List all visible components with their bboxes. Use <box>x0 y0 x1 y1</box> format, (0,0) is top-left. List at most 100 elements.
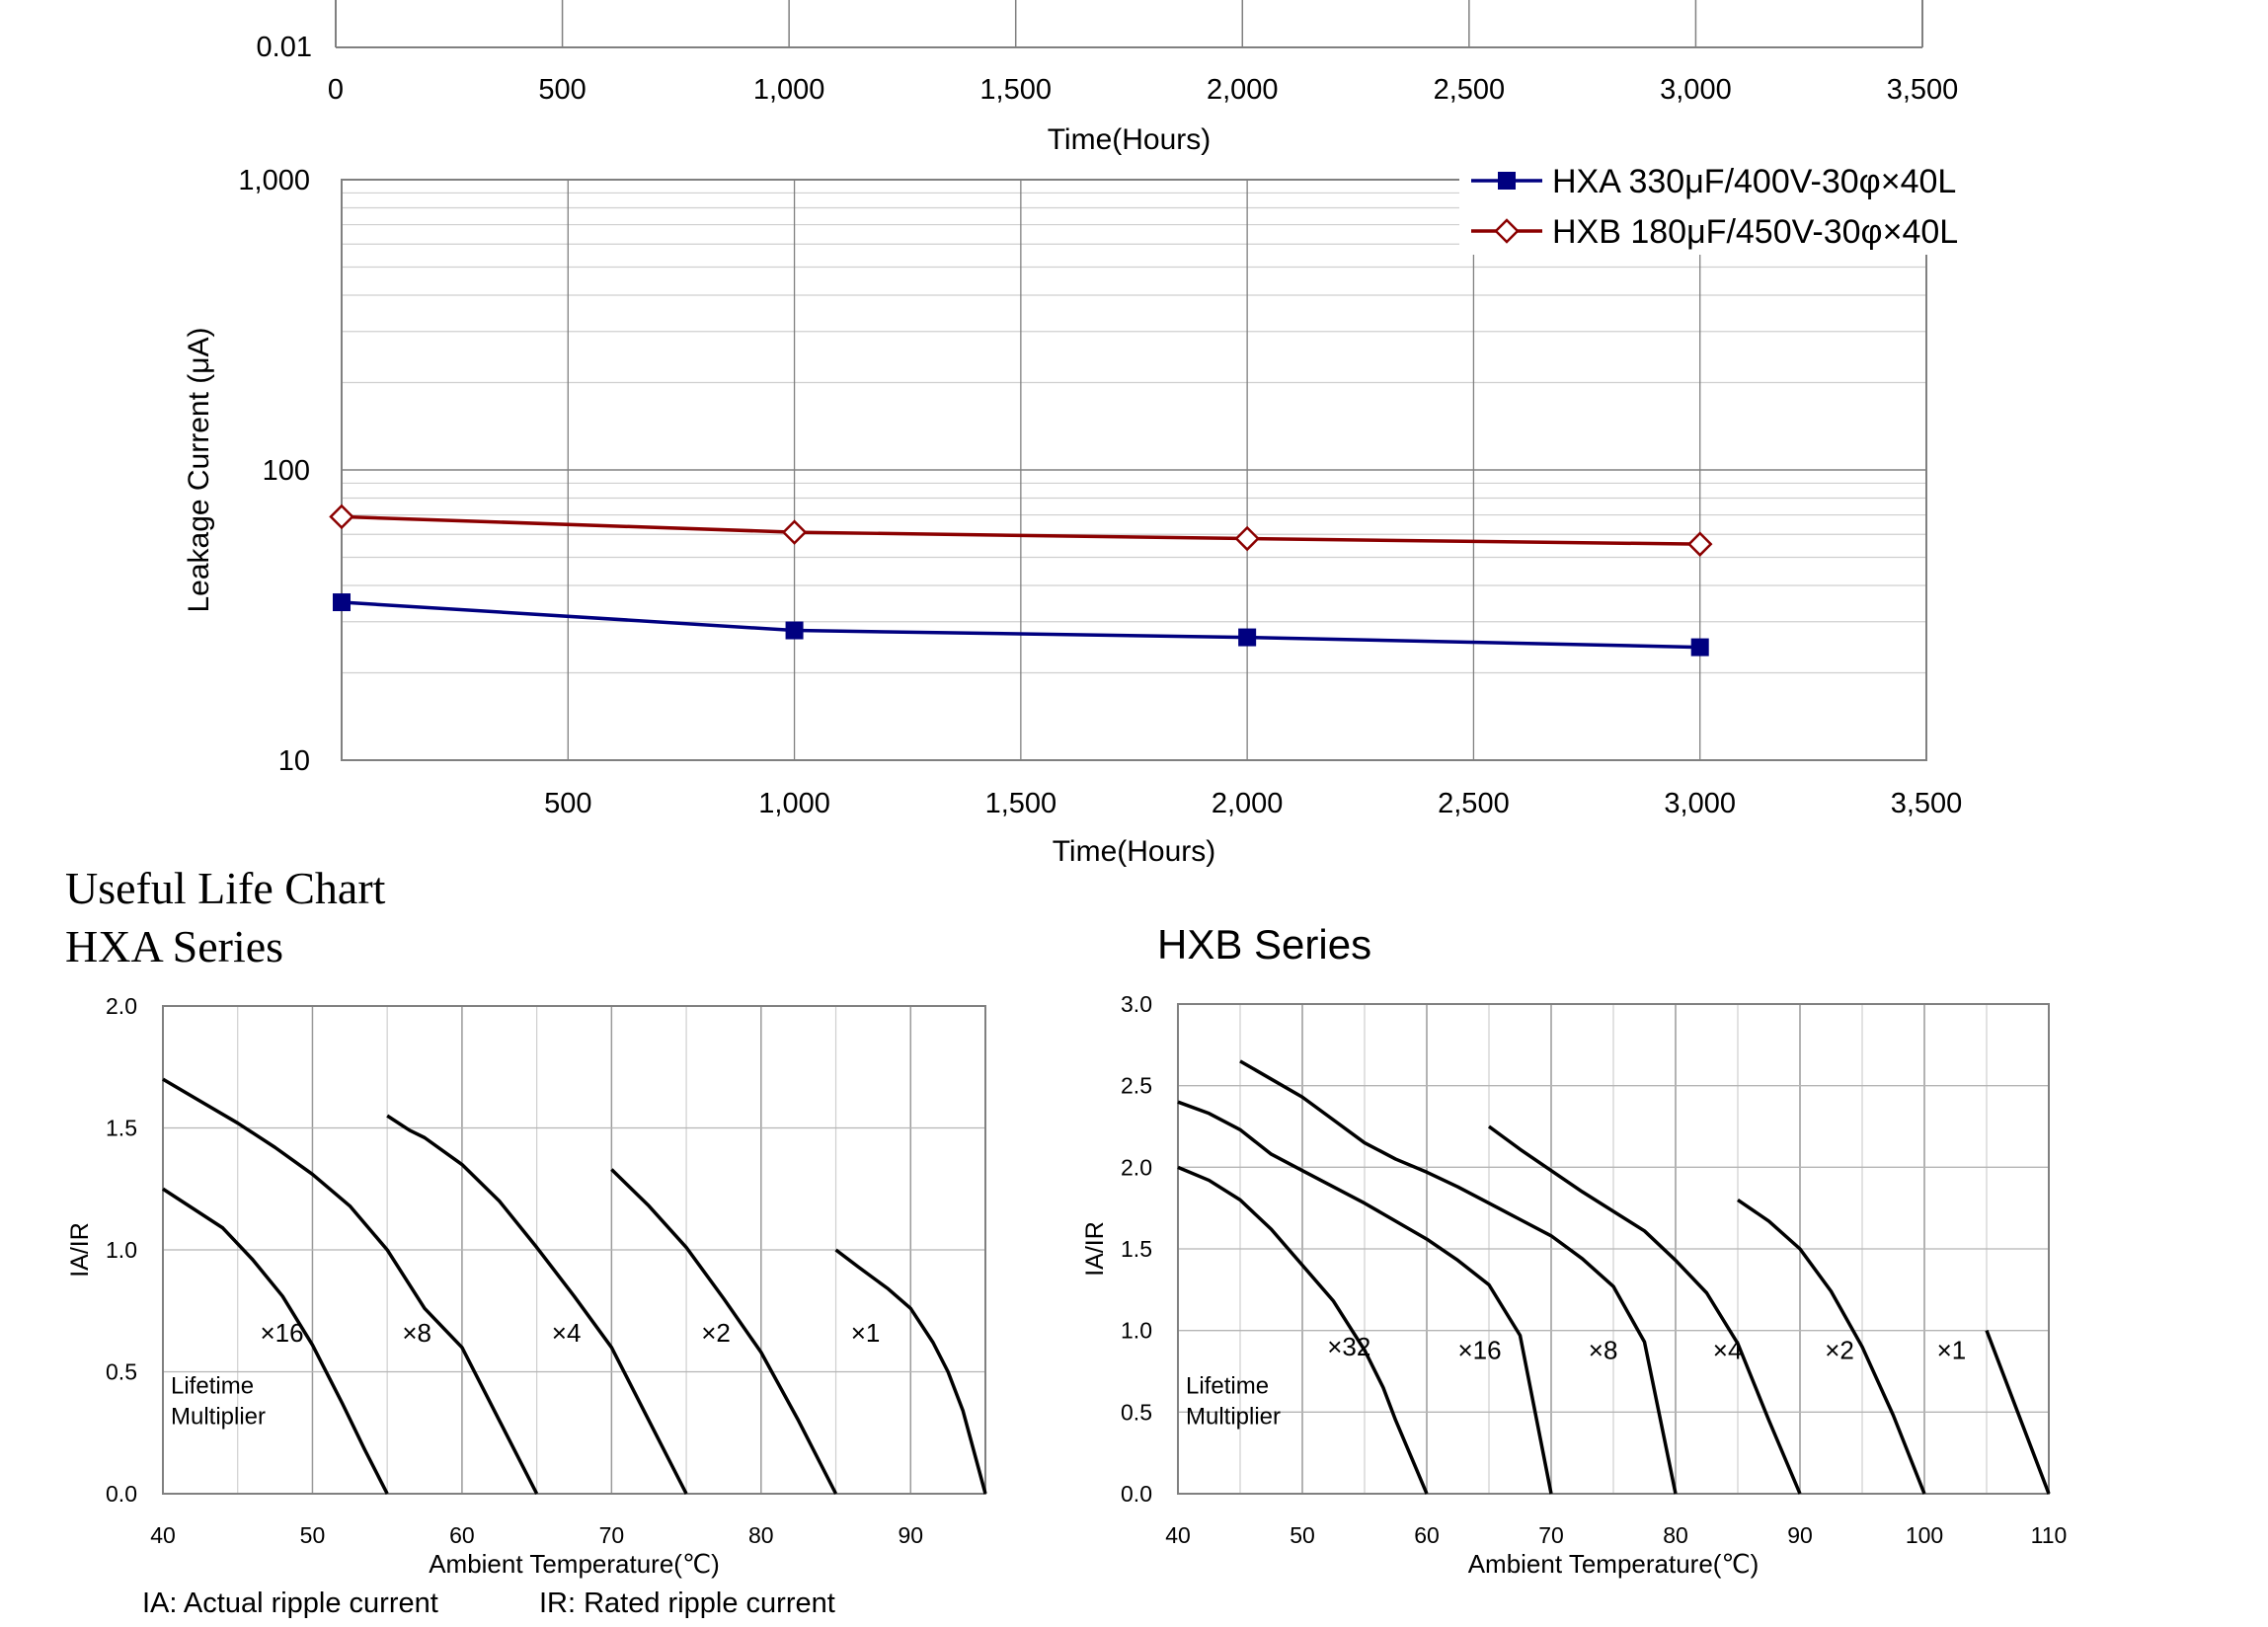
hxa-curve <box>162 1187 389 1495</box>
hxb-y-tick-label: 0.0 <box>1121 1481 1152 1507</box>
leak-marker-diamond <box>329 504 354 530</box>
hxb-multiplier-label: ×1 <box>1937 1336 1967 1365</box>
hxb-plot-frame <box>1177 1003 2050 1495</box>
leak-x-tick-label: 3,500 <box>1891 788 1963 819</box>
top-x-tick-label: 1,500 <box>979 74 1052 106</box>
leak-series-line <box>341 600 1700 650</box>
leak-y-tick-label: 100 <box>263 455 310 487</box>
leak-legend-marker <box>1498 172 1516 190</box>
hxb-y-tick-label: 2.5 <box>1121 1073 1152 1099</box>
top-x-tick-label: 2,000 <box>1207 74 1279 106</box>
hxb-curve <box>1177 1165 1429 1495</box>
hxb-annotation-line1: Lifetime <box>1186 1372 1269 1399</box>
hxa-curve <box>162 1077 539 1495</box>
hxa-y-tick-label: 0.5 <box>106 1359 137 1385</box>
hxa-x-tick-label: 60 <box>449 1522 475 1548</box>
leak-legend-marker <box>1494 218 1520 244</box>
hxa-x-tick-label: 90 <box>898 1522 923 1548</box>
top-x-tick-label: 3,500 <box>1887 74 1959 106</box>
hxb-curve <box>1737 1198 1926 1495</box>
leak-y-tick-label: 10 <box>278 745 310 777</box>
hxa-y-tick-label: 1.0 <box>106 1237 137 1263</box>
hxb-annotation-line2: Multiplier <box>1186 1403 1281 1430</box>
hxb-x-tick-label: 60 <box>1414 1522 1440 1548</box>
top-x-tick-label: 1,000 <box>753 74 825 106</box>
hxa-multiplier-label: ×16 <box>260 1318 303 1348</box>
hxb-multiplier-label: ×16 <box>1458 1336 1502 1365</box>
leak-x-tick-label: 2,000 <box>1212 788 1284 819</box>
leak-marker-square <box>333 593 351 612</box>
leak-marker-square <box>785 621 804 640</box>
hxb-curve <box>1177 1100 1553 1495</box>
top-x-tick-label: 500 <box>538 74 586 106</box>
leak-marker-diamond <box>1234 525 1260 552</box>
top-x-tick-label: 2,500 <box>1434 74 1506 106</box>
top-y-tick-label: 0.01 <box>257 32 312 63</box>
hxa-x-tick-label: 70 <box>599 1522 625 1548</box>
hxb-multiplier-label: ×8 <box>1589 1336 1618 1365</box>
hxb-multiplier-label: ×4 <box>1713 1336 1743 1365</box>
hxa-y-tick-label: 0.0 <box>106 1481 137 1507</box>
leak-legend-label: HXA 330μF/400V-30φ×40L <box>1552 163 1956 200</box>
hxb-curve <box>1487 1124 1802 1495</box>
hxb-x-tick-label: 80 <box>1663 1522 1688 1548</box>
leak-x-tick-label: 500 <box>544 788 591 819</box>
hxa-y-tick-label: 1.5 <box>106 1116 137 1141</box>
leak-x-tick-label: 1,000 <box>758 788 830 819</box>
hxb-y-tick-label: 1.0 <box>1121 1318 1152 1344</box>
leak-y-tick-label: 1,000 <box>238 165 310 196</box>
hxa-y-tick-label: 2.0 <box>106 993 137 1019</box>
hxa-annotation-line1: Lifetime <box>171 1373 254 1400</box>
top-x-axis-label: Time(Hours) <box>1048 123 1212 156</box>
leak-marker-diamond <box>781 519 808 545</box>
hxa-x-tick-label: 80 <box>748 1522 774 1548</box>
hxb-x-axis-label: Ambient Temperature(℃) <box>1468 1549 1760 1579</box>
hxb-curve <box>1239 1059 1678 1495</box>
leak-x-tick-label: 3,000 <box>1664 788 1736 819</box>
section-title: Useful Life Chart <box>65 863 386 913</box>
top-x-tick-label: 0 <box>328 74 344 106</box>
hxa-plot-frame <box>162 1005 986 1495</box>
hxb-y-tick-label: 2.0 <box>1121 1154 1152 1180</box>
hxa-annotation-line2: Multiplier <box>171 1404 266 1431</box>
hxa-multiplier-label: ×2 <box>701 1318 731 1348</box>
leak-series-line <box>341 514 1700 546</box>
leak-x-tick-label: 1,500 <box>985 788 1057 819</box>
hxb-multiplier-label: ×32 <box>1327 1332 1370 1361</box>
hxb-curve <box>1985 1330 2051 1495</box>
hxa-multiplier-label: ×4 <box>552 1318 582 1348</box>
leak-plot-frame <box>341 179 1927 761</box>
hxb-x-tick-label: 90 <box>1787 1522 1813 1548</box>
hxb-y-tick-label: 1.5 <box>1121 1236 1152 1262</box>
hxa-x-tick-label: 50 <box>300 1522 326 1548</box>
leak-legend-label: HXB 180μF/450V-30φ×40L <box>1552 213 1958 251</box>
hxa-curve <box>834 1248 987 1495</box>
leak-marker-square <box>1690 638 1709 657</box>
hxa-y-axis-label: IA/IR <box>66 1222 94 1278</box>
hxa-curve <box>610 1168 838 1495</box>
hxa-x-axis-label: Ambient Temperature(℃) <box>429 1549 720 1579</box>
hxb-x-tick-label: 110 <box>2031 1522 2068 1548</box>
hxb-multiplier-label: ×2 <box>1825 1336 1854 1365</box>
leak-y-axis-label: Leakage Current (μA) <box>183 327 215 612</box>
hxa-series-title: HXA Series <box>65 921 284 971</box>
footnote-ir: IR: Rated ripple current <box>539 1588 835 1619</box>
hxa-multiplier-label: ×8 <box>402 1318 431 1348</box>
leak-marker-diamond <box>1686 531 1713 557</box>
hxa-x-tick-label: 40 <box>150 1522 176 1548</box>
hxb-x-tick-label: 100 <box>1906 1522 1943 1548</box>
leak-x-tick-label: 2,500 <box>1438 788 1510 819</box>
hxb-series-title: HXB Series <box>1157 921 1372 968</box>
top-x-tick-label: 3,000 <box>1660 74 1732 106</box>
hxb-x-tick-label: 40 <box>1165 1522 1191 1548</box>
hxb-x-tick-label: 70 <box>1538 1522 1564 1548</box>
hxa-multiplier-label: ×1 <box>851 1318 881 1348</box>
hxb-y-axis-label: IA/IR <box>1081 1221 1109 1277</box>
leak-x-axis-label: Time(Hours) <box>1053 835 1216 868</box>
leak-legend-box <box>1459 156 1973 255</box>
hxb-y-tick-label: 3.0 <box>1121 991 1152 1017</box>
hxb-x-tick-label: 50 <box>1290 1522 1315 1548</box>
hxb-y-tick-label: 0.5 <box>1121 1399 1152 1425</box>
footnote-ia: IA: Actual ripple current <box>142 1588 438 1619</box>
